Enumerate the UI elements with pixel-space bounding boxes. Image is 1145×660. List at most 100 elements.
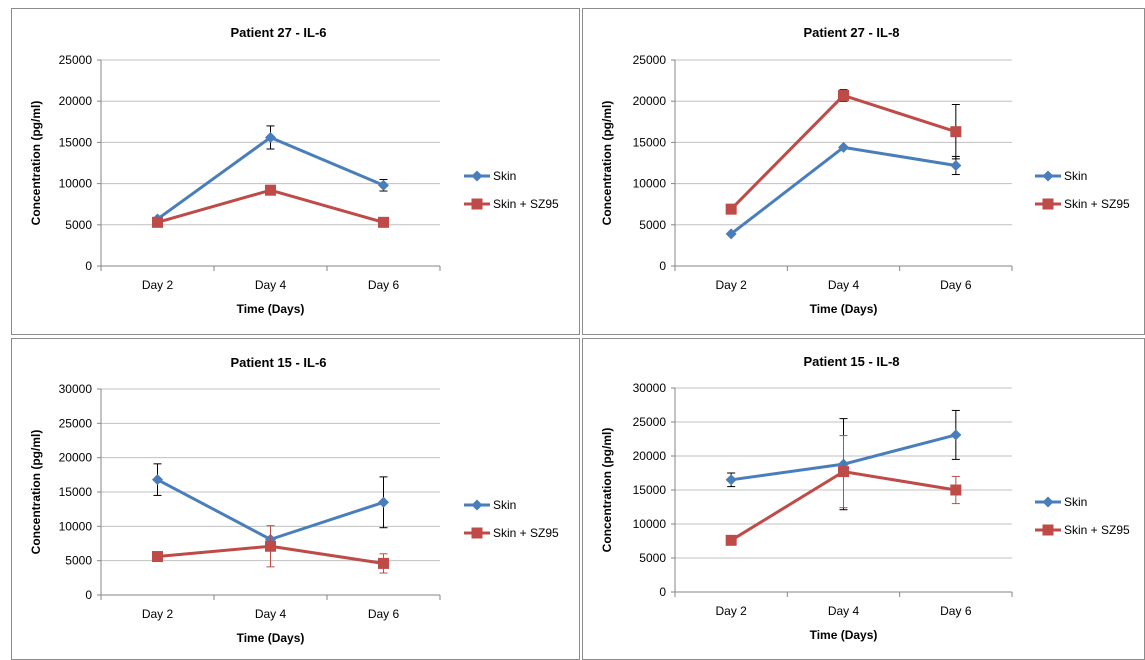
data-point [378, 557, 389, 569]
y-tick-label: 30000 [59, 382, 93, 396]
legend-entry-skin-sz95: Skin + SZ95 [464, 197, 559, 211]
legend-entry-skin: Skin [1035, 169, 1087, 183]
y-axis-title: Concentration (pg/ml) [29, 430, 43, 555]
y-tick-label: 20000 [59, 94, 93, 108]
x-tick-label: Day 6 [940, 604, 972, 618]
x-axis-title: Time (Days) [810, 628, 878, 642]
series-skin-sz95 [152, 525, 389, 574]
y-tick-label: 15000 [633, 483, 667, 497]
series-line [730, 145, 957, 236]
chart-panel-p27-il6: Patient 27 - IL-6 0 5000 10000 15000 20000 250… [11, 8, 580, 335]
legend-label: Skin + SZ95 [1064, 197, 1130, 211]
series-skin-sz95 [152, 184, 389, 228]
data-point [838, 141, 849, 153]
chart-svg-p15-il6: Patient 15 - IL-6 0 5000 10000 15000 20000 250… [29, 355, 559, 645]
data-point [378, 179, 389, 191]
y-tick-label: 10000 [633, 177, 667, 191]
x-tick-label: Day 4 [828, 278, 860, 292]
data-point [265, 131, 276, 143]
x-tick-label: Day 2 [715, 604, 747, 618]
legend-marker [471, 527, 483, 539]
data-point [950, 126, 962, 138]
data-point [725, 534, 737, 546]
y-tick-label: 0 [85, 588, 92, 602]
legend-label: Skin + SZ95 [493, 526, 559, 540]
series-skin-sz95 [725, 435, 962, 546]
y-tick-label: 5000 [639, 218, 666, 232]
x-axis-title: Time (Days) [810, 302, 878, 316]
legend-label: Skin [1064, 169, 1087, 183]
x-tick-label: Day 2 [142, 607, 174, 621]
chart-panel-p27-il8: Patient 27 - IL-8 0 5000 10000 15000 20000 250… [582, 8, 1145, 335]
x-tick-label: Day 2 [142, 278, 174, 292]
legend-entry-skin-sz95: Skin + SZ95 [1035, 523, 1130, 537]
legend-label: Skin + SZ95 [493, 197, 559, 211]
legend-marker [471, 170, 483, 182]
chart-title: Patient 15 - IL-6 [230, 355, 326, 370]
series-skin [152, 125, 389, 225]
data-point [265, 540, 276, 552]
x-axis-title: Time (Days) [237, 302, 305, 316]
data-point [838, 466, 849, 478]
data-point [950, 484, 962, 496]
data-point [950, 159, 962, 171]
data-point [152, 474, 163, 486]
chart-svg-p15-il8: Patient 15 - IL-8 0 5000 10000 15000 20000 250… [600, 354, 1130, 642]
data-point [838, 89, 849, 101]
y-axis-title: Concentration (pg/ml) [29, 101, 43, 226]
data-point [378, 496, 389, 508]
chart-svg-p27-il6: Patient 27 - IL-6 0 5000 10000 15000 20000 250… [29, 25, 559, 316]
y-tick-label: 20000 [633, 449, 667, 463]
y-tick-label: 10000 [633, 517, 667, 531]
legend-marker [1042, 524, 1054, 536]
y-tick-label: 20000 [59, 451, 93, 465]
legend-label: Skin [493, 169, 516, 183]
legend-label: Skin + SZ95 [1064, 523, 1130, 537]
y-tick-label: 15000 [59, 485, 93, 499]
chart-title: Patient 27 - IL-6 [230, 25, 326, 40]
y-tick-label: 0 [85, 259, 92, 273]
legend-entry-skin-sz95: Skin + SZ95 [464, 526, 559, 540]
x-tick-label: Day 6 [368, 607, 400, 621]
data-point [265, 184, 276, 196]
series-skin [725, 141, 962, 240]
y-tick-label: 5000 [639, 551, 666, 565]
chart-title: Patient 15 - IL-8 [803, 354, 899, 369]
legend-marker [1042, 496, 1054, 508]
y-tick-label: 25000 [59, 416, 93, 430]
chart-svg-p27-il8: Patient 27 - IL-8 0 5000 10000 15000 20000 250… [600, 25, 1130, 316]
x-tick-label: Day 4 [255, 607, 287, 621]
data-point [725, 228, 737, 240]
legend-marker [471, 499, 483, 511]
legend-entry-skin: Skin [464, 498, 516, 512]
y-tick-label: 15000 [59, 135, 93, 149]
data-point [378, 216, 389, 228]
legend-label: Skin [493, 498, 516, 512]
series-line [156, 135, 385, 221]
x-tick-label: Day 6 [368, 278, 400, 292]
y-tick-label: 5000 [65, 554, 92, 568]
y-tick-label: 30000 [633, 381, 667, 395]
legend-entry-skin-sz95: Skin + SZ95 [1035, 197, 1130, 211]
x-tick-label: Day 6 [940, 278, 972, 292]
series-skin-sz95 [725, 89, 962, 215]
legend-marker [1042, 170, 1054, 182]
chart-title: Patient 27 - IL-8 [803, 25, 899, 40]
y-tick-label: 25000 [633, 53, 667, 67]
y-tick-label: 20000 [633, 94, 667, 108]
y-tick-label: 5000 [65, 218, 92, 232]
legend-marker [1042, 198, 1054, 210]
y-tick-label: 10000 [59, 519, 93, 533]
y-tick-label: 0 [659, 585, 666, 599]
x-tick-label: Day 4 [255, 278, 287, 292]
y-tick-label: 0 [659, 259, 666, 273]
y-tick-label: 10000 [59, 177, 93, 191]
legend-label: Skin [1064, 495, 1087, 509]
data-point [152, 216, 163, 228]
y-axis-title: Concentration (pg/ml) [600, 428, 614, 553]
data-point [725, 203, 737, 215]
y-tick-label: 15000 [633, 135, 667, 149]
y-axis-title: Concentration (pg/ml) [600, 101, 614, 226]
x-axis-title: Time (Days) [237, 631, 305, 645]
y-tick-label: 25000 [59, 53, 93, 67]
